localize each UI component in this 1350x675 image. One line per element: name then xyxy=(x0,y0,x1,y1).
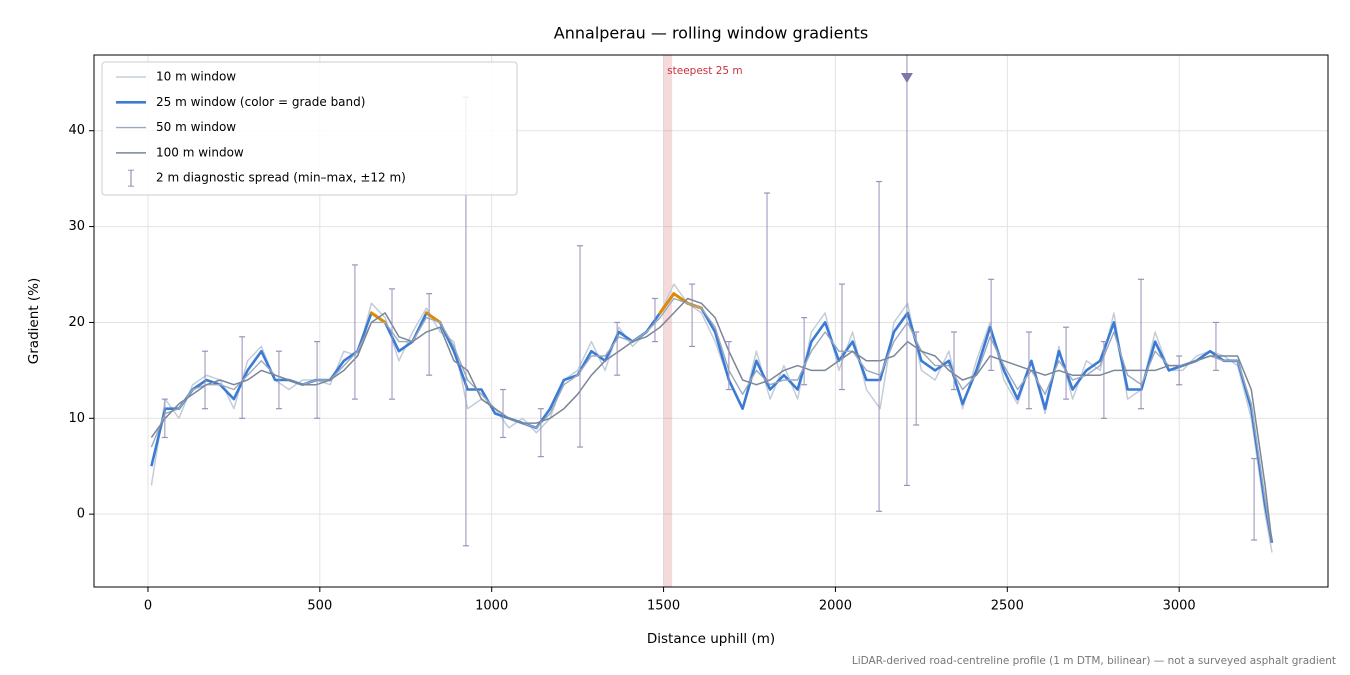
x-tick-label: 0 xyxy=(144,599,152,614)
series-line xyxy=(150,292,1274,544)
x-tick-label: 1500 xyxy=(647,599,680,614)
legend-label: 100 m window xyxy=(156,145,244,159)
x-axis-label: Distance uphill (m) xyxy=(647,631,775,647)
y-tick-label: 40 xyxy=(68,123,85,138)
y-axis-label: Gradient (%) xyxy=(26,278,42,364)
y-tick-label: 10 xyxy=(68,411,85,426)
axes-frame xyxy=(93,54,1329,588)
x-tick-label: 3000 xyxy=(1163,599,1196,614)
x-tick-label: 2500 xyxy=(991,599,1024,614)
plot-area: steepest 25 m xyxy=(150,55,1274,587)
legend-label: 25 m window (color = grade band) xyxy=(156,95,365,109)
x-tick-label: 1000 xyxy=(475,599,508,614)
x-tick-label: 500 xyxy=(307,599,332,614)
chart-title: Annalperau — rolling window gradients xyxy=(554,24,868,43)
footnote: LiDAR-derived road-centreline profile (1… xyxy=(852,655,1336,667)
highlight-label: steepest 25 m xyxy=(667,65,742,77)
series-line xyxy=(150,283,1273,553)
x-tick-label: 2000 xyxy=(819,599,852,614)
highlight-band xyxy=(663,55,673,587)
legend-label: 50 m window xyxy=(156,120,236,134)
y-tick-label: 30 xyxy=(68,219,85,234)
grade-band-segment xyxy=(658,292,676,315)
legend-label: 2 m diagnostic spread (min–max, ±12 m) xyxy=(156,171,406,185)
legend: 10 m window 25 m window (color = grade ba… xyxy=(101,61,518,196)
y-tick-label: 0 xyxy=(77,507,85,522)
overflow-marker xyxy=(900,73,913,83)
series-line xyxy=(150,297,1273,544)
legend-box xyxy=(101,61,518,196)
legend-label: 10 m window xyxy=(156,70,236,84)
y-tick-label: 20 xyxy=(68,315,85,330)
series-line xyxy=(150,297,1273,543)
axes: 0 500 1000 1500 2000 2500 3000 0 10 20 30 40 xyxy=(68,123,1195,613)
